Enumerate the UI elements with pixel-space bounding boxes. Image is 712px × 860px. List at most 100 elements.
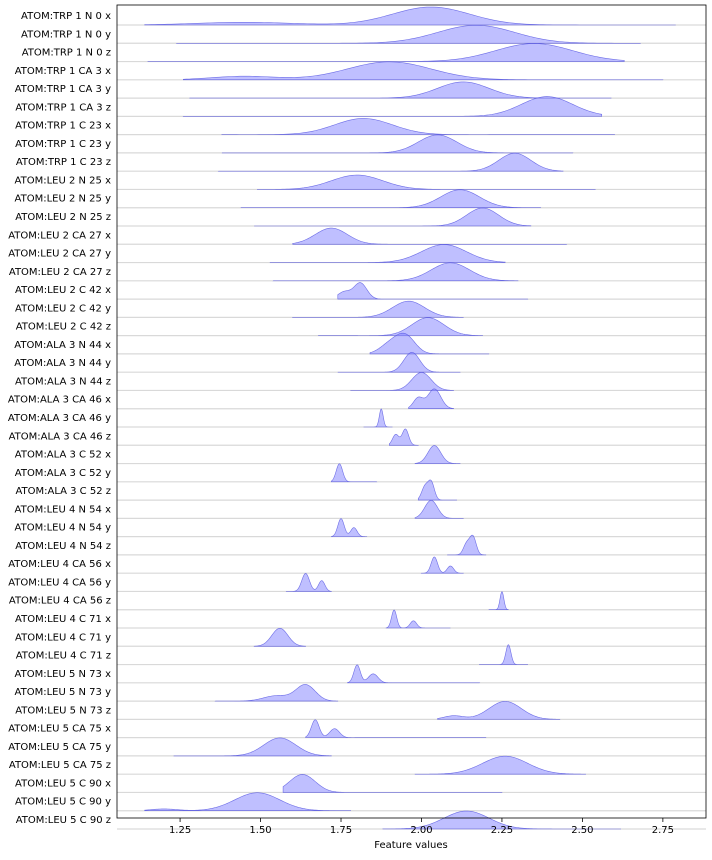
ridge [217,152,564,172]
y-tick-label: ATOM:ALA 3 CA 46 y [8,413,111,424]
ridge [350,372,454,391]
y-tick-label: ATOM:LEU 4 C 71 x [15,614,111,625]
y-tick-label: ATOM:LEU 5 N 73 y [15,687,112,698]
x-tick-label: 2.00 [410,825,432,836]
ridge [447,534,487,556]
y-tick-label: ATOM:TRP 1 CA 3 z [15,102,111,113]
plot-frame [116,4,707,819]
y-tick-label: ATOM:LEU 4 CA 56 z [9,596,111,607]
y-tick-label: ATOM:TRP 1 N 0 y [21,29,111,40]
ridge [175,24,641,44]
ridge [420,556,464,574]
y-tick-label: ATOM:ALA 3 N 44 x [14,340,111,351]
y-tick-label: ATOM:LEU 2 C 42 y [15,303,111,314]
ridge [478,644,529,665]
ridge [221,118,616,135]
ridge [305,719,487,738]
ridge [414,755,586,775]
y-tick-label: ATOM:LEU 5 C 90 z [16,815,111,826]
ridge [331,463,378,483]
x-tick-label: 1.50 [249,825,271,836]
y-tick-label: ATOM:LEU 5 CA 75 x [8,724,111,735]
ridge [417,479,458,501]
ridge [292,300,464,318]
y-tick-label: ATOM:ALA 3 C 52 x [15,450,111,461]
ridge [317,317,483,336]
ridge [147,43,625,62]
y-tick-label: ATOM:LEU 5 C 90 x [15,778,111,789]
ridge [282,774,503,793]
y-tick-label: ATOM:ALA 3 N 44 y [14,358,111,369]
x-tick-label: 2.50 [571,825,593,836]
ridge [437,701,561,720]
ridge [414,445,461,464]
ridge [292,227,568,245]
ridge [337,282,529,300]
x-tick-label: 1.75 [330,825,352,836]
ridge [189,81,612,99]
y-tick-label: ATOM:LEU 2 CA 27 x [8,230,111,241]
ridge [337,352,461,373]
y-tick-label: ATOM:TRP 1 CA 3 y [15,84,111,95]
y-tick-label: ATOM:LEU 2 N 25 x [15,175,112,186]
ridge [331,518,368,537]
y-tick-label: ATOM:ALA 3 N 44 z [15,376,111,387]
ridge [488,591,509,611]
ridge [408,388,454,410]
y-tick-label: ATOM:ALA 3 CA 46 z [9,431,111,442]
y-tick-label: ATOM:TRP 1 N 0 z [22,48,111,59]
y-tick-label: ATOM:ALA 3 CA 46 x [8,395,111,406]
ridge [347,664,481,684]
ridge [253,627,306,647]
ridge [144,6,676,26]
y-tick-label: ATOM:LEU 5 C 90 y [15,797,111,808]
ridge [214,684,339,702]
y-tick-label: ATOM:LEU 4 N 54 y [15,523,112,534]
x-tick-label: 2.25 [491,825,513,836]
y-tick-label: ATOM:TRP 1 C 23 y [15,139,111,150]
y-tick-label: ATOM:LEU 4 N 54 z [15,541,111,552]
y-tick-label: ATOM:LEU 4 CA 56 x [8,559,111,570]
ridge [369,332,490,355]
ridge [285,573,332,592]
x-axis-label: Feature values [374,840,448,851]
y-tick-label: ATOM:LEU 4 C 71 z [16,651,111,662]
ridge [173,737,332,757]
ridge [382,810,622,830]
y-tick-label: ATOM:LEU 5 N 73 x [15,669,112,680]
y-tick-label: ATOM:LEU 2 CA 27 y [8,249,111,260]
ridge [414,500,464,519]
y-tick-label: ATOM:LEU 5 N 73 z [15,705,111,716]
y-tick-label: ATOM:LEU 4 N 54 x [15,504,112,515]
y-tick-label: ATOM:ALA 3 C 52 y [15,468,111,479]
ridge [182,61,664,81]
y-tick-label: ATOM:ALA 3 C 52 z [15,486,111,497]
ridge [240,189,542,209]
ridge [363,408,393,428]
y-tick-label: ATOM:LEU 2 N 25 y [15,194,112,205]
y-tick-label: ATOM:LEU 2 C 42 x [15,285,111,296]
ridge [388,428,419,446]
ridge [269,244,506,263]
y-tick-label: ATOM:LEU 5 CA 75 z [9,760,111,771]
x-tick-label: 1.25 [169,825,191,836]
ridge [144,792,352,812]
y-tick-label: ATOM:TRP 1 C 23 z [16,157,111,168]
y-tick-label: ATOM:TRP 1 C 23 x [15,121,111,132]
y-tick-label: ATOM:LEU 2 CA 27 z [9,267,111,278]
y-tick-label: ATOM:TRP 1 N 0 x [21,11,111,22]
y-tick-label: ATOM:LEU 2 N 25 z [15,212,111,223]
ridge [221,134,574,154]
y-tick-label: ATOM:LEU 4 C 71 y [15,632,111,643]
ridge [257,174,596,190]
ridge [272,262,519,282]
y-tick-label: ATOM:TRP 1 CA 3 x [15,66,111,77]
ridge [385,609,451,629]
y-tick-label: ATOM:LEU 5 CA 75 y [8,742,111,753]
y-tick-label: ATOM:LEU 2 C 42 z [16,322,111,333]
x-tick-label: 2.75 [652,825,674,836]
ridge [254,207,532,227]
y-tick-label: ATOM:LEU 4 CA 56 y [8,577,111,588]
ridge [182,96,603,117]
